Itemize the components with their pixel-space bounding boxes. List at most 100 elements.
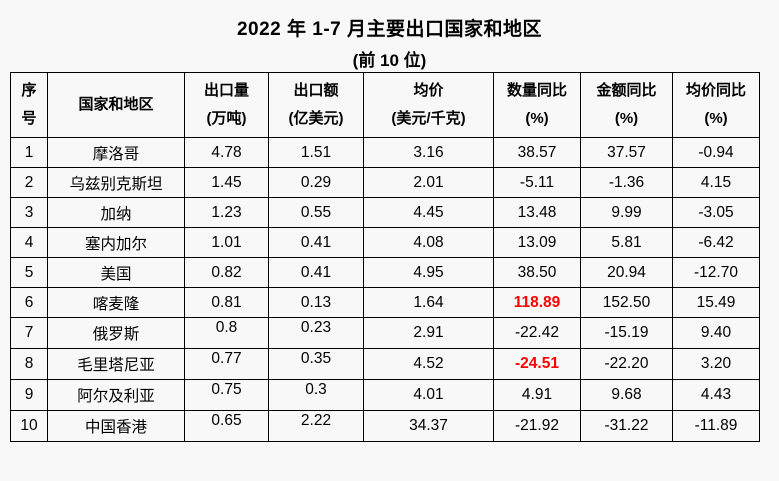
cell-qty_yoy: -5.11 [493, 167, 581, 198]
cell-value_yoy: 9.99 [580, 197, 673, 228]
cell-name: 乌兹别克斯坦 [47, 167, 185, 198]
column-header-line2: (亿美元) [288, 110, 344, 127]
cell-avg_price: 4.08 [363, 227, 494, 258]
cell-no: 10 [10, 410, 48, 442]
cell-no: 6 [10, 287, 48, 318]
cell-no: 1 [10, 137, 48, 168]
column-header-line1: 均价同比 [685, 81, 746, 99]
cell-qty_yoy: 13.48 [493, 197, 581, 228]
cell-name: 阿尔及利亚 [47, 379, 185, 411]
cell-value: 0.35 [268, 348, 364, 380]
cell-value: 0.13 [268, 287, 364, 318]
cell-name: 摩洛哥 [47, 137, 185, 168]
cell-volume: 0.8 [184, 317, 269, 349]
cell-avg_price: 4.01 [363, 379, 494, 411]
column-header-value: 出口额 (亿美元) [268, 72, 364, 138]
cell-value_yoy: 152.50 [580, 287, 673, 318]
cell-price_yoy: -11.89 [672, 410, 760, 442]
cell-qty_yoy: 38.57 [493, 137, 581, 168]
table-row: 5 美国 0.82 0.41 4.95 38.50 20.94 -12.70 [10, 257, 760, 288]
cell-qty_yoy: 38.50 [493, 257, 581, 288]
page-subtitle: (前 10 位) [352, 51, 427, 70]
cell-avg_price: 4.95 [363, 257, 494, 288]
cell-value_yoy: 20.94 [580, 257, 673, 288]
cell-volume: 1.01 [184, 227, 269, 258]
cell-qty_yoy: 13.09 [493, 227, 581, 258]
cell-price_yoy: -3.05 [672, 197, 760, 228]
cell-name: 俄罗斯 [47, 317, 185, 349]
cell-no: 8 [10, 348, 48, 380]
cell-price_yoy: 4.43 [672, 379, 760, 411]
cell-value: 2.22 [268, 410, 364, 442]
cell-value_yoy: 5.81 [580, 227, 673, 258]
table-row: 2 乌兹别克斯坦 1.45 0.29 2.01 -5.11 -1.36 4.15 [10, 167, 760, 198]
export-table: 序号 国家和地区 出口量 (万吨) 出口额 (亿美元) 均价 (美元/千克) 数量同比 (%) 金额… [10, 72, 760, 442]
cell-no: 9 [10, 379, 48, 411]
cell-avg_price: 3.16 [363, 137, 494, 168]
cell-qty_yoy: 118.89 [493, 287, 581, 318]
cell-avg_price: 34.37 [363, 410, 494, 442]
cell-volume: 0.81 [184, 287, 269, 318]
cell-avg_price: 2.01 [363, 167, 494, 198]
column-header-line2: (%) [525, 110, 549, 127]
table-body: 1 摩洛哥 4.78 1.51 3.16 38.57 37.57 -0.94 2 乌兹别克斯坦 1.… [10, 137, 760, 442]
page-title: 2022 年 1-7 月主要出口国家和地区 [236, 19, 543, 40]
column-header-line1: 出口额 [293, 81, 339, 99]
column-header-line1: 出口量 [203, 81, 249, 99]
cell-no: 2 [10, 167, 48, 198]
cell-qty_yoy: 4.91 [493, 379, 581, 411]
table-row: 1 摩洛哥 4.78 1.51 3.16 38.57 37.57 -0.94 [10, 137, 760, 168]
cell-value_yoy: 37.57 [580, 137, 673, 168]
cell-no: 7 [10, 317, 48, 349]
table-row: 4 塞内加尔 1.01 0.41 4.08 13.09 5.81 -6.42 [10, 227, 760, 258]
cell-value: 1.51 [268, 137, 364, 168]
cell-qty_yoy: -22.42 [493, 317, 581, 349]
cell-value: 0.41 [268, 257, 364, 288]
column-header-line1: 金额同比 [596, 81, 657, 99]
cell-value: 0.3 [268, 379, 364, 411]
cell-name: 美国 [47, 257, 185, 288]
cell-name: 加纳 [47, 197, 185, 228]
cell-value_yoy: -22.20 [580, 348, 673, 380]
cell-volume: 0.82 [184, 257, 269, 288]
cell-avg_price: 4.45 [363, 197, 494, 228]
table-row: 8 毛里塔尼亚 0.77 0.35 4.52 -24.51 -22.20 3.20 [10, 348, 760, 380]
cell-no: 5 [10, 257, 48, 288]
cell-value: 0.55 [268, 197, 364, 228]
table-row: 10 中国香港 0.65 2.22 34.37 -21.92 -31.22 -11.89 [10, 410, 760, 442]
cell-no: 3 [10, 197, 48, 228]
column-header-no: 序号 [10, 72, 48, 138]
column-header-qty_yoy: 数量同比 (%) [493, 72, 581, 138]
cell-price_yoy: 4.15 [672, 167, 760, 198]
column-header-line1: 序号 [21, 81, 37, 128]
column-header-line2: (%) [614, 110, 639, 127]
cell-value: 0.23 [268, 317, 364, 349]
table-header: 序号 国家和地区 出口量 (万吨) 出口额 (亿美元) 均价 (美元/千克) 数量同比 (%) 金额… [10, 72, 760, 138]
cell-value_yoy: 9.68 [580, 379, 673, 411]
table-row: 3 加纳 1.23 0.55 4.45 13.48 9.99 -3.05 [10, 197, 760, 228]
cell-price_yoy: -12.70 [672, 257, 760, 288]
cell-value_yoy: -1.36 [580, 167, 673, 198]
cell-volume: 0.77 [184, 348, 269, 380]
cell-price_yoy: -6.42 [672, 227, 760, 258]
column-header-value_yoy: 金额同比 (%) [580, 72, 673, 138]
cell-volume: 1.23 [184, 197, 269, 228]
table-row: 7 俄罗斯 0.8 0.23 2.91 -22.42 -15.19 9.40 [10, 317, 760, 349]
column-header-line2: (万吨) [206, 110, 247, 127]
cell-no: 4 [10, 227, 48, 258]
column-header-line1: 均价 [413, 81, 444, 99]
cell-volume: 1.45 [184, 167, 269, 198]
cell-qty_yoy: -21.92 [493, 410, 581, 442]
cell-value_yoy: -15.19 [580, 317, 673, 349]
table-row: 9 阿尔及利亚 0.75 0.3 4.01 4.91 9.68 4.43 [10, 379, 760, 411]
cell-qty_yoy: -24.51 [493, 348, 581, 380]
column-header-price_yoy: 均价同比 (%) [672, 72, 760, 138]
cell-price_yoy: 9.40 [672, 317, 760, 349]
column-header-line1: 国家和地区 [78, 95, 154, 113]
cell-price_yoy: -0.94 [672, 137, 760, 168]
cell-value: 0.29 [268, 167, 364, 198]
header-row: 序号 国家和地区 出口量 (万吨) 出口额 (亿美元) 均价 (美元/千克) 数量同比 (%) 金额… [10, 72, 760, 138]
cell-name: 毛里塔尼亚 [47, 348, 185, 380]
column-header-volume: 出口量 (万吨) [184, 72, 269, 138]
